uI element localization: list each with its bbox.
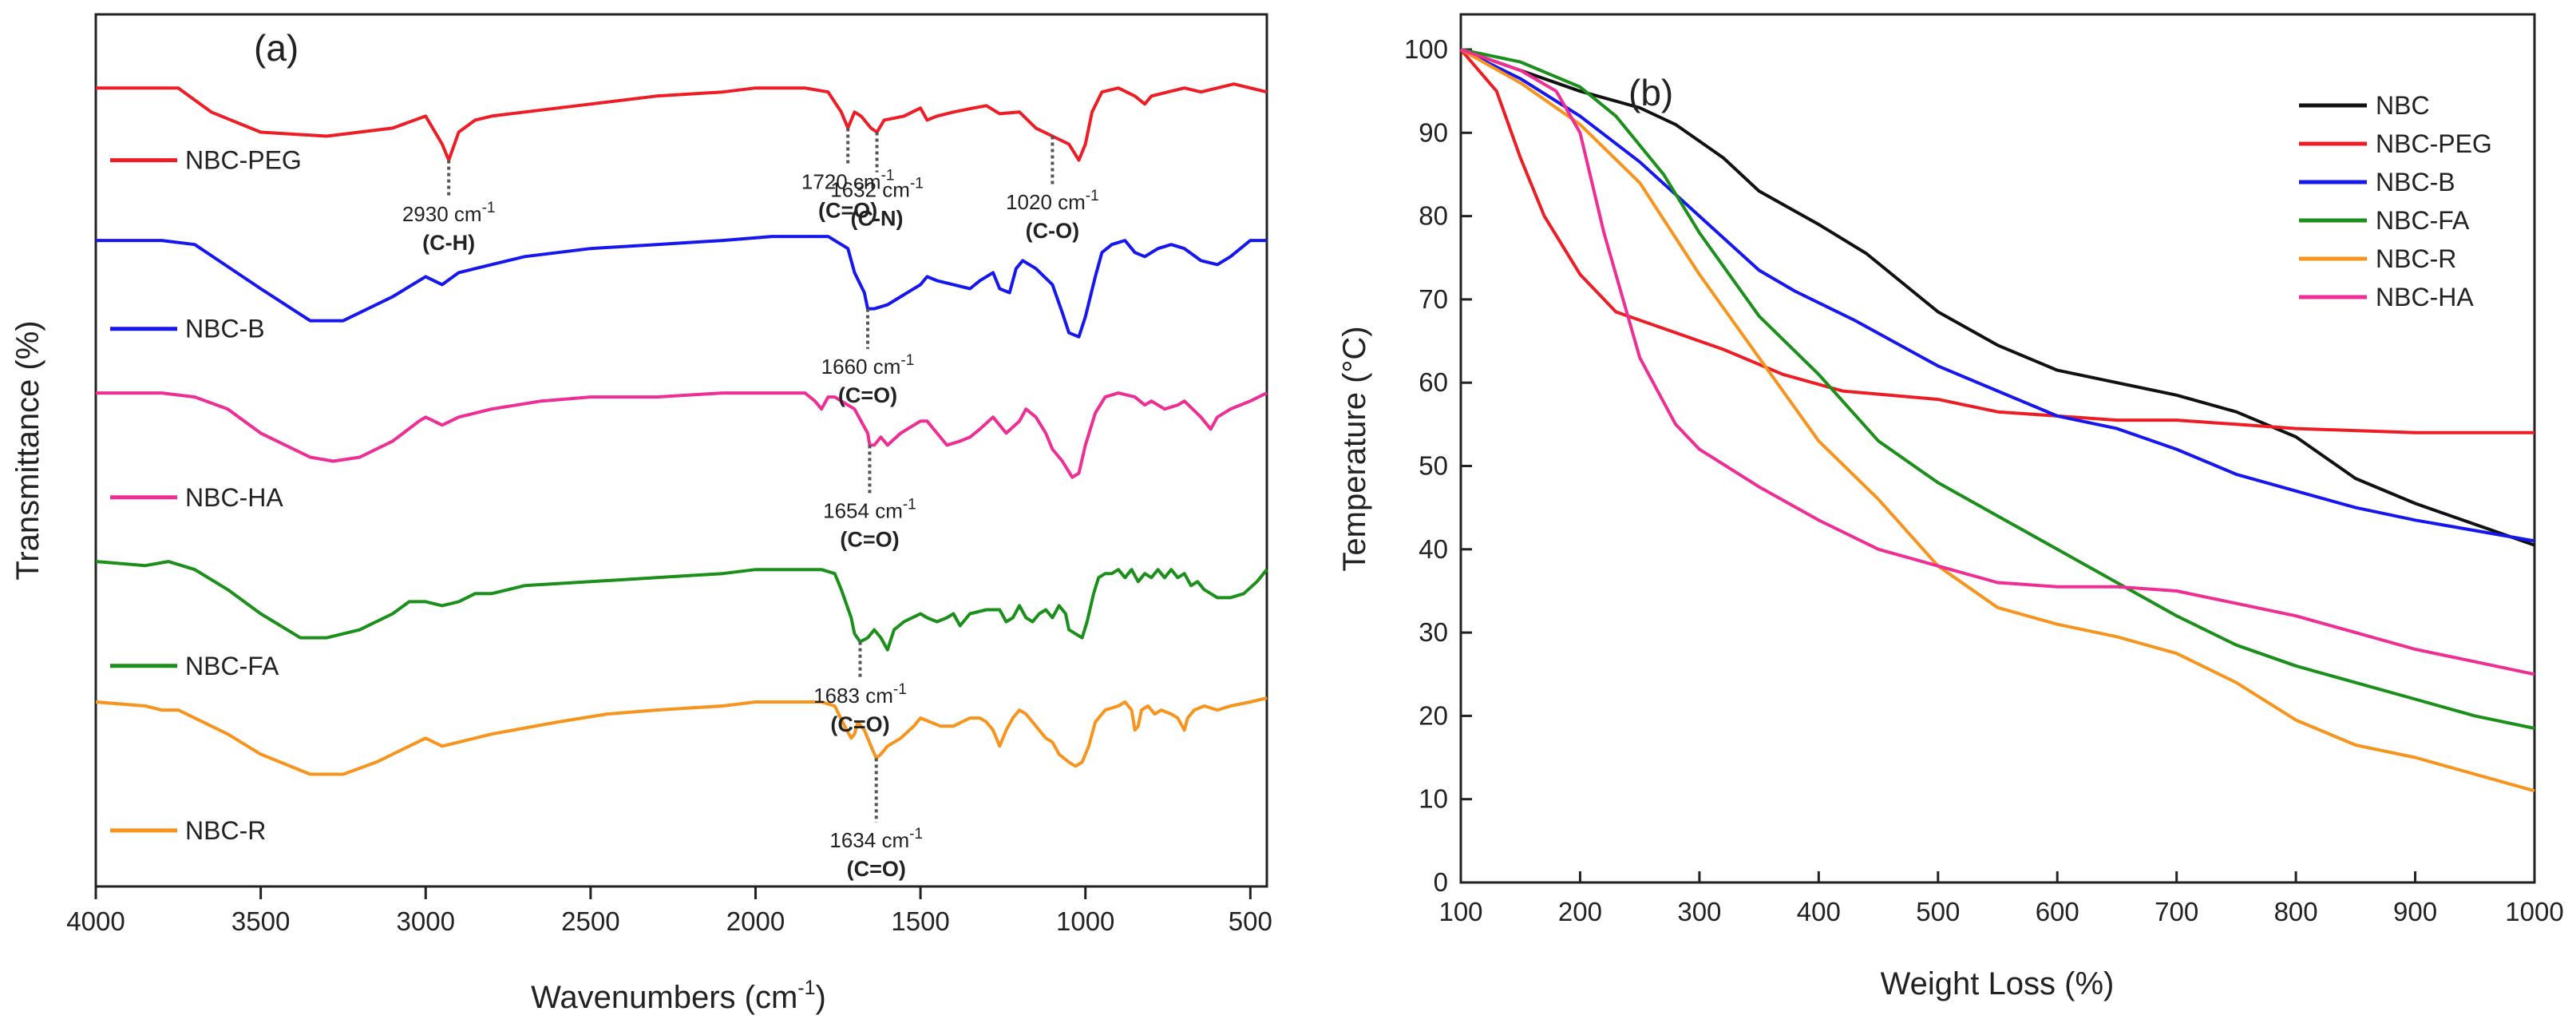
legend-label-nbc-b: NBC-B — [2376, 168, 2455, 196]
series-line-nbc — [1460, 48, 2535, 547]
x-tick-label-400: 400 — [1797, 897, 1841, 926]
y-tick-label-50: 50 — [1419, 451, 1448, 481]
x-tick-label-600: 600 — [2036, 897, 2079, 926]
annotation-wavenumber-1660: 1660 cm-1 — [821, 352, 915, 379]
series-line-nbc-peg — [96, 82, 1268, 162]
legend-label-nbc-fa: NBC-FA — [2376, 206, 2470, 235]
legend-label-nbc-r: NBC-R — [2376, 244, 2456, 273]
legend-label-nbc-fa: NBC-FA — [185, 652, 279, 680]
x-tick-label-2000: 2000 — [726, 906, 785, 936]
y-tick-label-40: 40 — [1419, 534, 1448, 564]
x-tick-label-3500: 3500 — [231, 906, 290, 936]
legend-label-nbc-r: NBC-R — [185, 816, 266, 845]
y-tick-label-100: 100 — [1404, 34, 1448, 64]
x-tick-label-4000: 4000 — [66, 906, 125, 936]
legend-label-nbc-b: NBC-B — [185, 315, 265, 343]
x-tick-label-800: 800 — [2274, 897, 2318, 926]
y-tick-label-10: 10 — [1419, 784, 1448, 814]
panel-b-x-axis-title: Weight Loss (%) — [1881, 966, 2115, 1001]
annotation-bond-1720: (C=O) — [818, 199, 877, 223]
annotation-wavenumber-1683: 1683 cm-1 — [813, 681, 907, 708]
legend-label-nbc-ha: NBC-HA — [185, 483, 283, 512]
annotation-wavenumber-1632: 1632 cm-1 — [830, 176, 924, 202]
series-line-nbc-ha — [1460, 48, 2535, 676]
panel-a-plot-frame — [94, 13, 1268, 888]
x-tick-label-2500: 2500 — [561, 906, 619, 936]
series-line-nbc-b — [96, 235, 1267, 339]
y-tick-label-80: 80 — [1419, 201, 1448, 231]
annotation-wavenumber-2930: 2930 cm-1 — [402, 200, 496, 226]
y-tick-label-70: 70 — [1419, 284, 1448, 314]
panel-b-tga-chart: 100 200 300 400 500 600 700 800 900 1000 0 10 20 30 40… — [1337, 13, 2564, 1001]
annotation-bond-2930: (C-H) — [422, 231, 475, 255]
legend-label-nbc-peg: NBC-PEG — [2376, 129, 2492, 158]
panel-a-y-axis-title: Transmittance (%) — [10, 320, 46, 580]
annotation-bond-1683: (C=O) — [830, 712, 889, 736]
annotation-bond-1632: (C-N) — [851, 207, 904, 231]
panel-a-label: (a) — [254, 27, 299, 69]
panel-a-x-ticks: 4000 3500 3000 2500 2000 1500 1000 500 — [66, 886, 1272, 936]
series-line-nbc-fa — [95, 560, 1268, 652]
annotation-wavenumber-1020: 1020 cm-1 — [1006, 188, 1099, 214]
legend-label-nbc-ha: NBC-HA — [2376, 283, 2474, 311]
panel-b-label: (b) — [1628, 72, 1673, 113]
panel-a-x-axis-title: Wavenumbers (cm-1) — [531, 977, 826, 1015]
panel-a-ir-spectra-chart: 4000 3500 3000 2500 2000 1500 1000 500 2930 cm-… — [10, 13, 1272, 1015]
series-line-nbc-r — [95, 696, 1268, 776]
panel-b-ticks: 100 200 300 400 500 600 700 800 900 1000 0 10 20 30 40… — [1404, 34, 2564, 926]
y-tick-label-30: 30 — [1419, 617, 1448, 647]
series-line-nbc-r — [1460, 48, 2535, 793]
annotation-wavenumber-1654: 1654 cm-1 — [823, 497, 916, 523]
panel-b-plot-frame — [1459, 13, 2536, 884]
annotation-bond-1660: (C=O) — [838, 383, 897, 407]
y-tick-label-90: 90 — [1419, 117, 1448, 147]
x-tick-label-200: 200 — [1558, 897, 1602, 926]
panel-a-x-axis-title-main: Wavenumbers (cm — [531, 980, 797, 1015]
panel-b-y-axis-title: Temperature (°C) — [1337, 326, 1372, 571]
series-line-nbc-b — [1460, 48, 2535, 543]
x-tick-label-1500: 1500 — [891, 906, 949, 936]
x-tick-label-300: 300 — [1677, 897, 1721, 926]
panel-b-legend: NBC NBC-PEG NBC-B NBC-FA NBC-R NBC-HA — [2299, 91, 2492, 311]
x-tick-label-900: 900 — [2393, 897, 2437, 926]
annotation-bond-1654: (C=O) — [840, 528, 899, 552]
x-tick-label-500: 500 — [1229, 906, 1272, 936]
series-line-nbc-ha — [96, 391, 1268, 479]
y-tick-label-60: 60 — [1419, 367, 1448, 397]
y-tick-label-0: 0 — [1434, 867, 1448, 897]
x-tick-label-1000: 1000 — [1056, 906, 1114, 936]
annotation-wavenumber-1720: 1720 cm-1 — [801, 168, 895, 194]
annotation-wavenumber-1634: 1634 cm-1 — [829, 826, 923, 852]
series-line-nbc-fa — [1460, 48, 2535, 730]
x-tick-label-100: 100 — [1438, 897, 1482, 926]
panel-a-series — [95, 82, 1268, 776]
annotation-bond-1020: (C-O) — [1026, 219, 1079, 243]
panel-a-x-axis-title-close: ) — [816, 980, 826, 1015]
y-tick-label-20: 20 — [1419, 700, 1448, 730]
x-tick-label-700: 700 — [2155, 897, 2198, 926]
annotation-bond-1634: (C=O) — [847, 857, 906, 881]
panel-a-annotations: 2930 cm-1(C-H)1720 cm-1(C=O)1632 cm-1(C-… — [402, 128, 1099, 881]
panel-a-x-axis-title-sup: -1 — [797, 977, 815, 999]
panel-b-series — [1459, 48, 2535, 793]
legend-label-nbc-peg: NBC-PEG — [185, 146, 302, 175]
series-line-nbc-peg — [1459, 48, 2534, 434]
x-tick-label-1000: 1000 — [2505, 897, 2563, 926]
x-tick-label-500: 500 — [1916, 897, 1960, 926]
legend-label-nbc: NBC — [2376, 91, 2430, 120]
panel-a-legend: NBC-PEG NBC-B NBC-HA NBC-FA NBC-R — [110, 146, 302, 845]
x-tick-label-3000: 3000 — [397, 906, 455, 936]
